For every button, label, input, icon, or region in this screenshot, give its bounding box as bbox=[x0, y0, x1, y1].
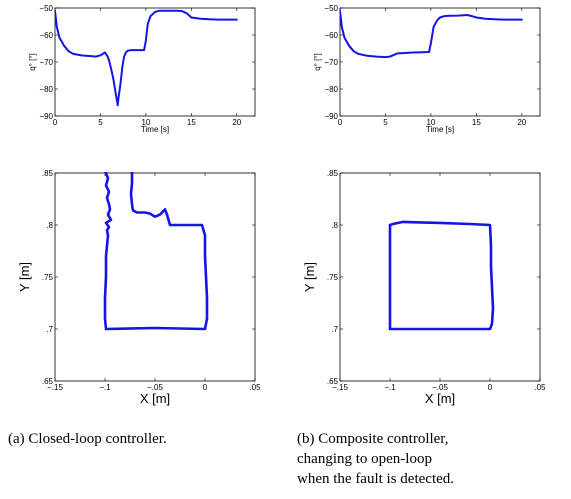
x-tick-label: −.1 bbox=[99, 383, 111, 392]
y-axis-label: Y [m] bbox=[302, 262, 317, 292]
caption-b-line1: (b) Composite controller, bbox=[297, 431, 449, 447]
y-tick-label: .75 bbox=[42, 273, 54, 282]
x-tick-label: .05 bbox=[534, 383, 546, 392]
y-tick-label: −60 bbox=[324, 31, 338, 40]
y-tick-label: −70 bbox=[39, 58, 53, 67]
y-tick-label: .75 bbox=[327, 273, 339, 282]
x-axis-label: Time [s] bbox=[141, 125, 169, 134]
x-tick-label: 15 bbox=[187, 118, 196, 127]
y-tick-label: −90 bbox=[39, 112, 53, 121]
chart-b-bottom: −.15 −.1 −.05 0 .05 .65 .7 .75 .8 .85 X [m] Y [m] bbox=[302, 169, 546, 406]
x-tick-label: −.1 bbox=[384, 383, 396, 392]
series-line bbox=[388, 220, 495, 331]
plot-frame bbox=[54, 7, 256, 117]
series-line bbox=[55, 9, 238, 107]
plot-frame bbox=[339, 172, 541, 382]
caption-b-line2: changing to open-loop bbox=[297, 451, 432, 467]
y-tick-label: .65 bbox=[327, 377, 339, 386]
y-tick-label: −80 bbox=[39, 85, 53, 94]
plot-frame bbox=[339, 7, 541, 117]
y-tick-label: −90 bbox=[324, 112, 338, 121]
y-tick-label: .8 bbox=[331, 221, 338, 230]
y-tick-label: −70 bbox=[324, 58, 338, 67]
chart-b-top: 0 5 10 15 20 −90 −80 −70 −60 −50 Time [s] q° [°] bbox=[313, 4, 541, 134]
series-line bbox=[340, 9, 523, 59]
caption-a: (a) Closed-loop controller. bbox=[8, 431, 167, 447]
x-tick-label: 5 bbox=[383, 118, 388, 127]
y-tick-label: −60 bbox=[39, 31, 53, 40]
x-tick-label: 0 bbox=[488, 383, 493, 392]
x-axis-label: X [m] bbox=[140, 391, 170, 406]
x-tick-label: .05 bbox=[249, 383, 261, 392]
y-tick-label: −80 bbox=[324, 85, 338, 94]
x-tick-label: −.15 bbox=[47, 383, 63, 392]
chart-a-bottom: −.15 −.1 −.05 0 .05 .65 .7 .75 .8 .85 X [m] Y [m] bbox=[17, 169, 261, 406]
plot-frame bbox=[54, 172, 256, 382]
x-tick-label: 15 bbox=[472, 118, 481, 127]
x-tick-label: −.15 bbox=[332, 383, 348, 392]
y-tick-label: .7 bbox=[331, 325, 338, 334]
caption-b-line3: when the fault is detected. bbox=[297, 471, 455, 487]
y-axis-label: q° [°] bbox=[28, 53, 37, 71]
series-line bbox=[103, 172, 209, 331]
chart-a-top: 0 5 10 15 20 −90 −80 −70 −60 −50 Time [s] q° [°] bbox=[28, 4, 256, 134]
x-tick-label: 5 bbox=[98, 118, 103, 127]
x-tick-label: 10 bbox=[426, 118, 435, 127]
x-axis-label: Time [s] bbox=[426, 125, 454, 134]
y-tick-label: −50 bbox=[39, 4, 53, 13]
x-tick-label: −.05 bbox=[147, 383, 163, 392]
y-tick-label: .8 bbox=[46, 221, 53, 230]
x-axis-label: X [m] bbox=[425, 391, 455, 406]
x-tick-label: 0 bbox=[53, 118, 58, 127]
x-tick-label: 20 bbox=[517, 118, 526, 127]
x-tick-label: 10 bbox=[141, 118, 150, 127]
y-tick-label: .7 bbox=[46, 325, 53, 334]
y-tick-label: −50 bbox=[324, 4, 338, 13]
y-tick-label: .85 bbox=[327, 169, 339, 178]
y-tick-label: .85 bbox=[42, 169, 54, 178]
y-axis-label: Y [m] bbox=[17, 262, 32, 292]
x-tick-label: 0 bbox=[338, 118, 343, 127]
y-tick-label: .65 bbox=[42, 377, 54, 386]
x-tick-label: −.05 bbox=[432, 383, 448, 392]
x-tick-label: 0 bbox=[203, 383, 208, 392]
y-axis-label: q° [°] bbox=[313, 53, 322, 71]
x-tick-label: 20 bbox=[232, 118, 241, 127]
